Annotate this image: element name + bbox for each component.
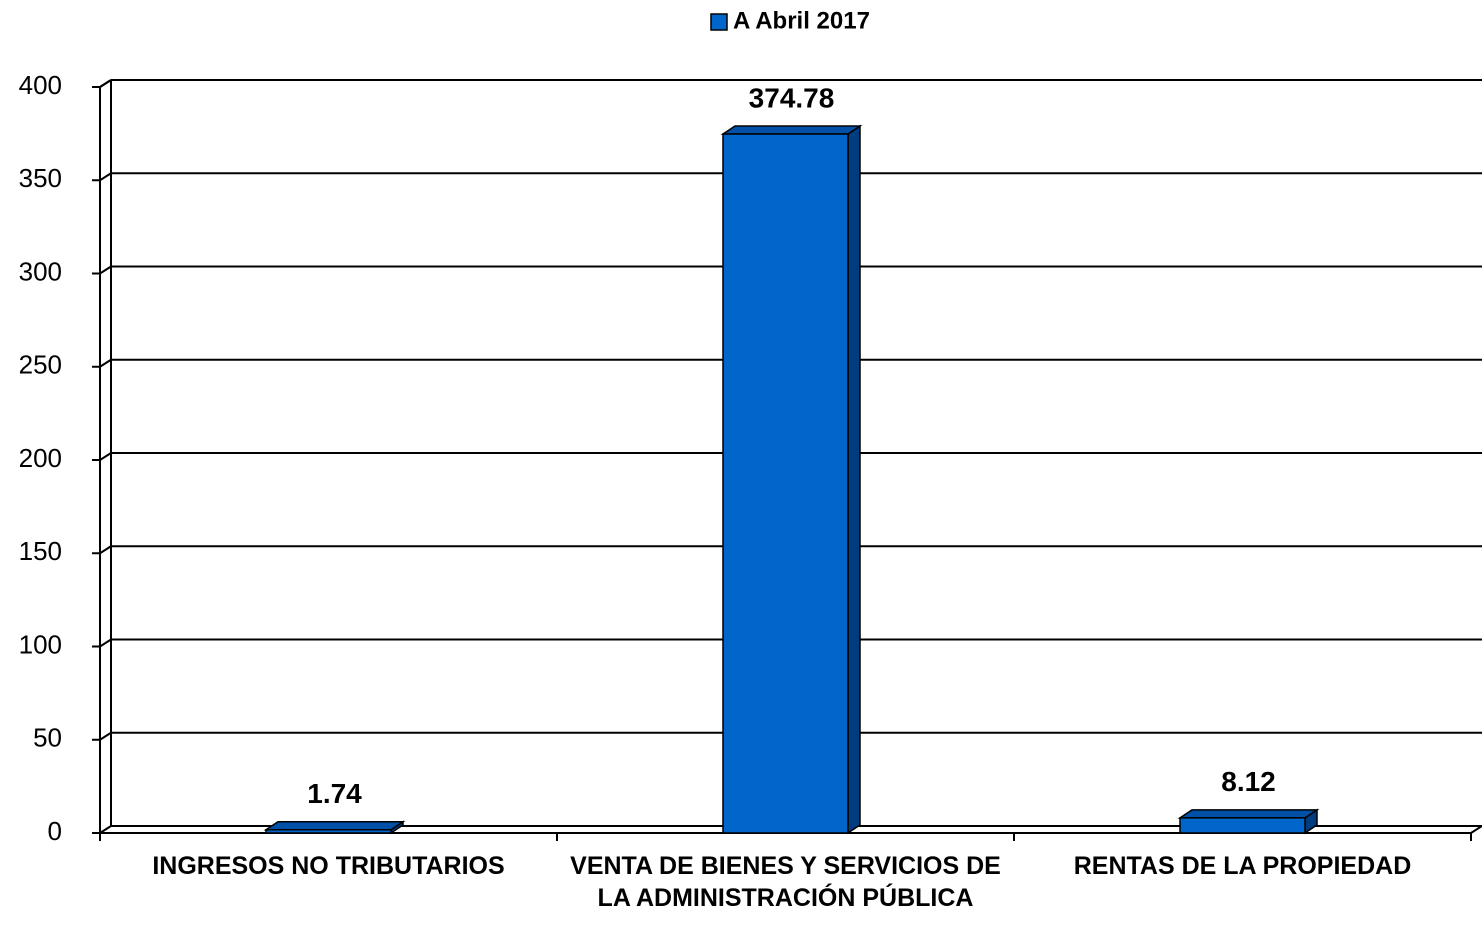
grid-line [99, 79, 112, 88]
data-label: 374.78 [749, 82, 835, 113]
y-tick-label: 100 [19, 629, 62, 659]
y-tick-label: 250 [19, 350, 62, 380]
x-tick-label: VENTA DE BIENES Y SERVICIOS DE LA ADMINI… [570, 852, 1001, 912]
bar-top [1177, 809, 1320, 819]
x-tick-label: RENTAS DE LA PROPIEDAD [1073, 852, 1412, 880]
y-tick-label: 400 [19, 70, 62, 100]
y-tick-label: 0 [48, 816, 62, 846]
y-tick-label: 350 [19, 163, 62, 193]
grid-line [99, 172, 112, 182]
bar-top [720, 125, 863, 135]
data-label: 1.74 [307, 778, 362, 809]
bar-top [263, 821, 406, 831]
bar-side [847, 124, 861, 835]
legend-label: A Abril 2017 [733, 7, 870, 34]
grid-line [99, 358, 112, 368]
y-tick-label: 300 [19, 256, 62, 286]
y-tick-label: 200 [19, 443, 62, 473]
data-label: 8.12 [1221, 766, 1276, 797]
x-tick-label: INGRESOS NO TRIBUTARIOS [152, 852, 505, 880]
bar [265, 829, 392, 834]
grid-line [99, 545, 112, 555]
grid-line [99, 265, 112, 275]
grid-line [99, 731, 112, 741]
bar [722, 133, 849, 834]
grid-line [99, 638, 112, 648]
floor-edge [1470, 825, 1482, 834]
bar [1179, 817, 1306, 834]
grid-line [99, 452, 112, 461]
legend-swatch [710, 13, 728, 31]
grid-line [99, 825, 112, 834]
y-tick-label: 150 [19, 536, 62, 566]
y-tick-label: 50 [33, 723, 62, 753]
